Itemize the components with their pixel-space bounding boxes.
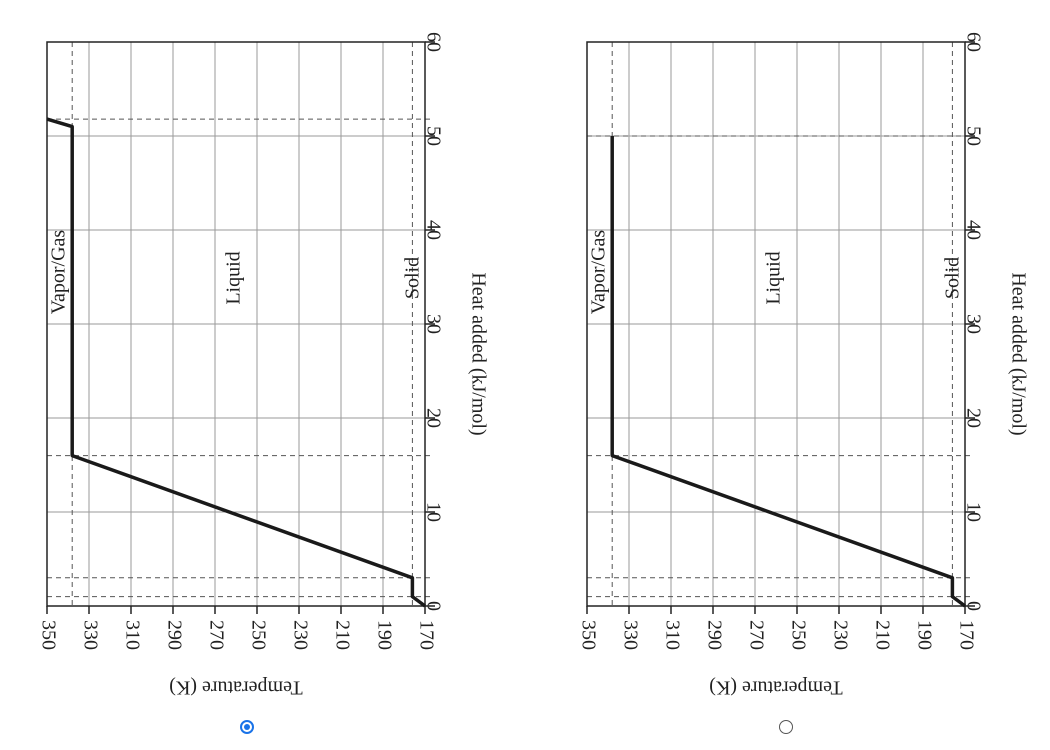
temperature-tick-label: 270 (205, 620, 227, 650)
phase-region-label: Liquid (763, 251, 785, 304)
temperature-tick-label: 210 (871, 620, 893, 650)
heating-curve-line (46, 117, 427, 608)
option-b-radio[interactable] (779, 720, 793, 734)
temperature-tick-label: 350 (577, 620, 599, 650)
heat-tick-label: 60 (962, 32, 984, 52)
temperature-tick-label: 170 (955, 620, 977, 650)
heat-tick-label: 50 (962, 126, 984, 146)
temperature-tick-label: 270 (745, 620, 767, 650)
temperature-axis-title: Temperature (K) (709, 676, 843, 698)
temperature-tick-label: 290 (163, 620, 185, 650)
heat-axis-title: Heat added (kJ/mol) (467, 272, 489, 435)
heat-tick-label: 40 (962, 220, 984, 240)
heat-tick-label: 10 (422, 502, 444, 522)
plot-area: 0 10 20 30 40 50 60 170 190 210 230 250 270 290 310 330… (577, 32, 1029, 698)
temperature-tick-label: 250 (787, 620, 809, 650)
temperature-tick-label: 230 (829, 620, 851, 650)
temperature-tick-label: 170 (415, 620, 437, 650)
heat-tick-label: 30 (422, 314, 444, 334)
phase-region-label: Solid (942, 257, 964, 299)
phase-region-label: Vapor/Gas (588, 230, 610, 315)
phase-region-label: Solid (402, 257, 424, 299)
temperature-tick-label: 330 (619, 620, 641, 650)
heat-axis-title: Heat added (kJ/mol) (1007, 272, 1029, 435)
heat-tick-label: 10 (962, 502, 984, 522)
heat-tick-label: 30 (962, 314, 984, 334)
heat-tick-label: 20 (422, 408, 444, 428)
heat-tick-label: 50 (422, 126, 444, 146)
temperature-tick-label: 310 (661, 620, 683, 650)
heating-curve-chart-a: 0 10 20 30 40 50 60 170 190 210 230 250 270 290 310 330… (37, 32, 489, 698)
heat-tick-label: 0 (962, 601, 984, 611)
temperature-tick-label: 190 (373, 620, 395, 650)
heat-tick-label: 40 (422, 220, 444, 240)
temperature-tick-label: 350 (37, 620, 59, 650)
temperature-tick-label: 330 (79, 620, 101, 650)
temperature-tick-label: 190 (913, 620, 935, 650)
temperature-axis-title: Temperature (K) (169, 676, 303, 698)
plot-area: 0 10 20 30 40 50 60 170 190 210 230 250 270 290 310 330… (37, 32, 489, 698)
temperature-tick-label: 250 (247, 620, 269, 650)
option-a-radio[interactable] (240, 720, 254, 734)
temperature-tick-label: 210 (331, 620, 353, 650)
answer-option-b-chart: 0 10 20 30 40 50 60 170 190 210 230 250 270 290 310 330… (540, 0, 1050, 705)
heat-tick-label: 60 (422, 32, 444, 52)
temperature-tick-label: 230 (289, 620, 311, 650)
heat-tick-label: 0 (422, 601, 444, 611)
temperature-tick-label: 290 (703, 620, 725, 650)
heating-curve-chart-b: 0 10 20 30 40 50 60 170 190 210 230 250 270 290 310 330… (577, 32, 1029, 698)
heat-tick-label: 20 (962, 408, 984, 428)
phase-region-label: Liquid (223, 251, 245, 304)
heating-curve-line (610, 136, 967, 608)
answer-option-a-chart: 0 10 20 30 40 50 60 170 190 210 230 250 270 290 310 330… (0, 0, 510, 705)
temperature-tick-label: 310 (121, 620, 143, 650)
phase-region-label: Vapor/Gas (48, 230, 70, 315)
